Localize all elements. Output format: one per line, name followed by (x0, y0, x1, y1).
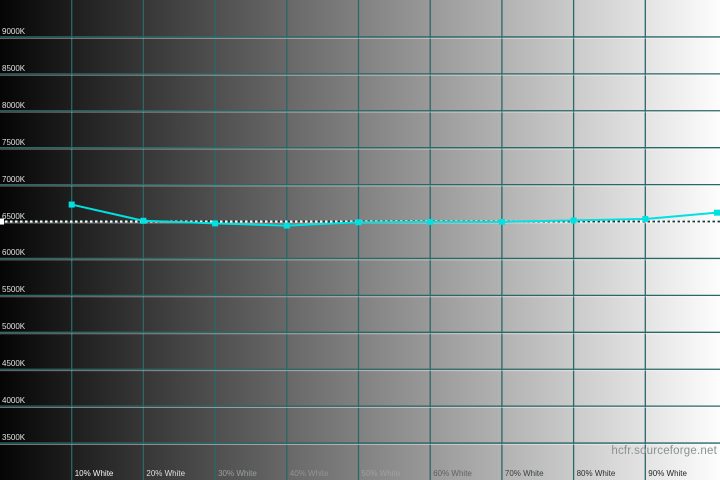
y-tick-label: 5000K (2, 322, 26, 332)
y-tick-label: 4000K (2, 396, 26, 406)
x-tick-label: 50% White (361, 469, 401, 478)
x-tick-label: 20% White (146, 469, 186, 478)
data-point-marker[interactable] (498, 218, 505, 225)
y-tick-label: 9000K (2, 26, 26, 36)
x-tick-label: 30% White (218, 469, 257, 478)
y-tick-label: 6000K (2, 248, 26, 258)
x-tick-label: 60% White (433, 469, 472, 478)
y-tick-label: 3500K (2, 433, 26, 443)
data-point-marker[interactable] (427, 218, 434, 225)
y-tick-label: 6500K (2, 211, 26, 221)
data-point-marker[interactable] (140, 217, 147, 224)
data-point-marker[interactable] (283, 222, 290, 229)
watermark: hcfr.sourceforge.net (611, 445, 717, 457)
data-point-marker[interactable] (714, 209, 720, 216)
data-point-marker[interactable] (68, 201, 75, 208)
x-tick-label: 10% White (74, 469, 114, 478)
x-tick-label: 90% White (648, 469, 687, 478)
data-point-marker[interactable] (212, 220, 219, 227)
y-tick-label: 8500K (2, 63, 26, 73)
y-tick-label: 7500K (2, 137, 26, 147)
y-tick-label: 5500K (2, 285, 26, 295)
reference-line-handle[interactable] (0, 218, 4, 225)
color-temperature-curve (71, 203, 718, 227)
x-tick-label: 80% White (576, 469, 616, 478)
data-point-marker[interactable] (355, 219, 362, 226)
y-tick-label: 4500K (2, 359, 26, 369)
data-point-marker[interactable] (642, 215, 649, 222)
data-point-marker[interactable] (570, 217, 577, 224)
y-tick-label: 7000K (2, 174, 26, 184)
y-tick-label: 8000K (2, 100, 26, 110)
x-tick-label: 70% White (504, 469, 544, 478)
x-tick-label: 40% White (289, 469, 329, 478)
